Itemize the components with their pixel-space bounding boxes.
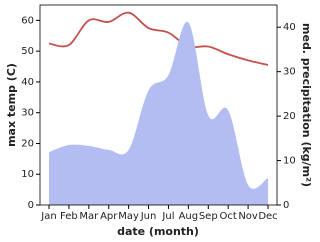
- x-tick-label: May: [118, 211, 139, 222]
- y-tick-label: 20: [21, 138, 34, 149]
- x-tick-label: Sep: [199, 211, 218, 222]
- y-tick-label: 50: [21, 46, 34, 57]
- x-tick-label: Aug: [179, 211, 199, 222]
- y2-tick-label: 40: [283, 22, 296, 33]
- x-tick-label: Nov: [238, 211, 258, 222]
- x-tick-label: Feb: [60, 211, 78, 222]
- precipitation-area: [49, 21, 268, 206]
- y2-tick-label: 10: [283, 156, 296, 167]
- x-tick-label: Oct: [220, 211, 237, 222]
- y-tick-label: 30: [21, 108, 34, 119]
- x-tick-label: Jan: [40, 211, 56, 222]
- x-tick-label: Apr: [100, 211, 118, 222]
- y2-tick-label: 30: [283, 67, 296, 78]
- x-axis-label: date (month): [117, 225, 199, 238]
- x-tick-label: Mar: [79, 211, 99, 222]
- plot-frame: [39, 4, 278, 206]
- x-tick-label: Dec: [258, 211, 277, 222]
- x-tick-label: Jul: [161, 211, 174, 222]
- x-tick-label: Jun: [140, 211, 157, 222]
- y-axis-label: max temp (C): [5, 63, 18, 147]
- temp-line: [48, 11, 269, 66]
- y-tick-label: 40: [21, 77, 34, 88]
- y-tick-label: 0: [28, 200, 34, 211]
- y-tick-label: 60: [21, 15, 34, 26]
- y-tick-label: 10: [21, 169, 34, 180]
- y2-tick-label: 20: [283, 111, 296, 122]
- y2-axis-label: med. precipitation (kg/m²): [300, 23, 313, 187]
- y2-tick-label: 0: [283, 200, 289, 211]
